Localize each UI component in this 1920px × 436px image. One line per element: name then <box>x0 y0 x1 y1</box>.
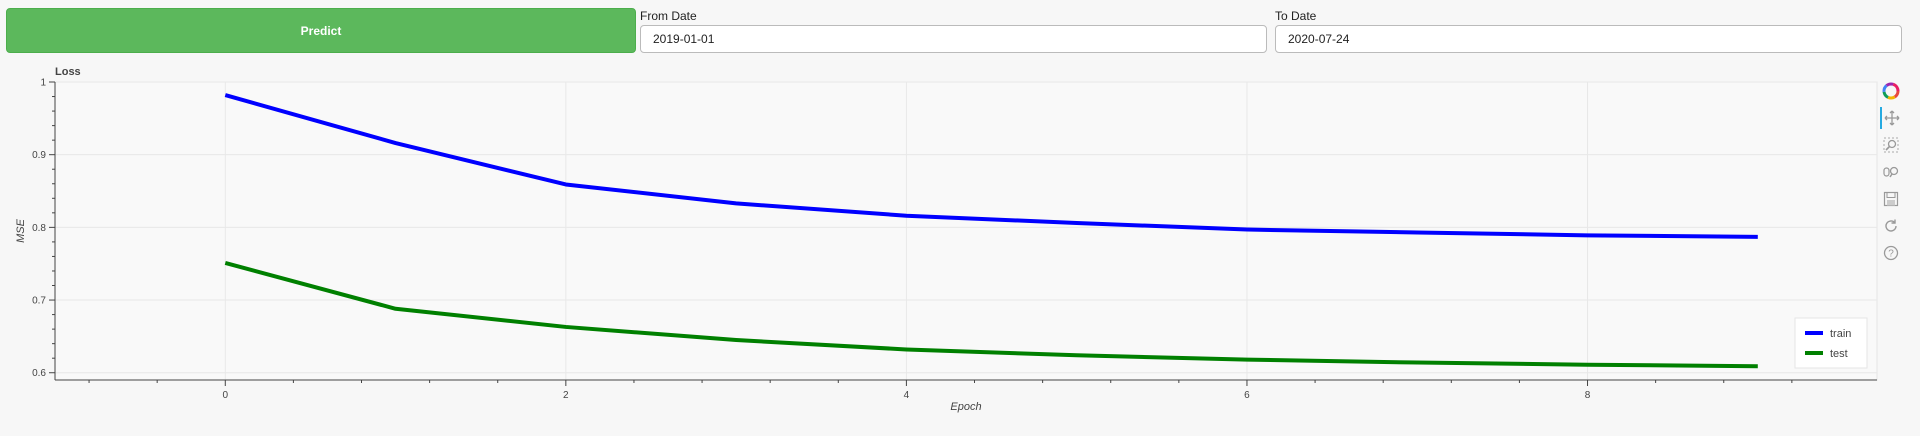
wheel-zoom-icon[interactable] <box>1880 161 1902 183</box>
to-date-input[interactable]: 2020-07-24 <box>1275 25 1902 53</box>
reset-icon[interactable] <box>1880 215 1902 237</box>
y-tick-label: 0.7 <box>32 296 46 307</box>
x-tick-label: 0 <box>222 390 228 401</box>
x-tick-label: 4 <box>904 390 910 401</box>
axes: 0 2 4 6 8 0.6 0.7 0.8 0.9 1 <box>32 78 1877 401</box>
x-tick-label: 2 <box>563 390 569 401</box>
x-tick-label: 8 <box>1585 390 1591 401</box>
chart-toolbar: ? <box>1876 80 1904 270</box>
y-tick-label: 0.9 <box>32 150 46 161</box>
from-date-label: From Date <box>640 9 697 23</box>
from-date-input[interactable]: 2019-01-01 <box>640 25 1267 53</box>
plot-area <box>54 81 1878 381</box>
series-line-test <box>224 261 1758 369</box>
series-lines <box>224 93 1758 369</box>
bokeh-logo-icon[interactable] <box>1880 80 1902 102</box>
pan-icon[interactable] <box>1880 107 1902 129</box>
help-icon[interactable]: ? <box>1880 242 1902 264</box>
y-tick-label: 0.6 <box>32 368 46 379</box>
y-axis-label: MSE <box>15 218 27 243</box>
x-tick-label: 6 <box>1244 390 1250 401</box>
legend-label-test: test <box>1830 348 1848 360</box>
grid <box>55 81 1877 380</box>
predict-button[interactable]: Predict <box>6 8 636 53</box>
svg-text:?: ? <box>1888 249 1894 260</box>
save-icon[interactable] <box>1880 188 1902 210</box>
chart-title: Loss <box>55 66 81 78</box>
x-axis-label: Epoch <box>950 401 981 413</box>
legend: train test <box>1794 317 1868 369</box>
series-line-train <box>224 93 1758 239</box>
y-tick-label: 0.8 <box>32 223 46 234</box>
box-zoom-icon[interactable] <box>1880 134 1902 156</box>
legend-box <box>1794 317 1868 369</box>
y-tick-label: 1 <box>40 78 46 89</box>
to-date-label: To Date <box>1275 9 1317 23</box>
legend-label-train: train <box>1830 328 1851 340</box>
